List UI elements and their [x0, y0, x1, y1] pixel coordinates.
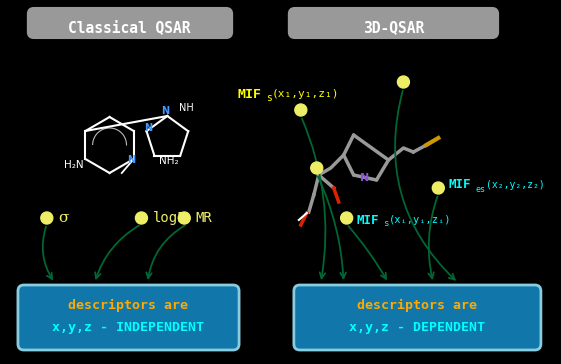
Text: σ: σ	[58, 211, 68, 225]
Text: logP: logP	[153, 211, 186, 225]
Text: NH: NH	[180, 103, 194, 113]
FancyBboxPatch shape	[28, 8, 232, 38]
FancyBboxPatch shape	[18, 285, 239, 350]
Circle shape	[311, 162, 323, 174]
Text: (xᵢ,yᵢ,zᵢ): (xᵢ,yᵢ,zᵢ)	[388, 215, 451, 225]
Text: descriptors are: descriptors are	[357, 298, 477, 312]
Text: es: es	[475, 186, 485, 194]
Text: Classical QSAR: Classical QSAR	[68, 20, 191, 36]
Text: s: s	[266, 93, 272, 103]
Circle shape	[178, 212, 190, 224]
Circle shape	[295, 104, 307, 116]
Text: N: N	[360, 173, 369, 183]
Text: N: N	[162, 106, 169, 116]
Text: x,y,z - DEPENDENT: x,y,z - DEPENDENT	[350, 321, 485, 335]
Circle shape	[397, 76, 410, 88]
Circle shape	[135, 212, 148, 224]
Text: (x₁,y₁,z₁): (x₁,y₁,z₁)	[272, 89, 339, 99]
Text: descriptors are: descriptors are	[68, 298, 188, 312]
Circle shape	[41, 212, 53, 224]
Circle shape	[341, 212, 353, 224]
Text: H₂N: H₂N	[64, 160, 84, 170]
Text: MIF: MIF	[357, 214, 379, 226]
Text: NH₂: NH₂	[159, 156, 179, 166]
Text: s: s	[384, 219, 389, 229]
Text: 3D-QSAR: 3D-QSAR	[363, 20, 424, 36]
FancyBboxPatch shape	[289, 8, 498, 38]
Text: N: N	[144, 123, 153, 133]
Text: N: N	[127, 155, 135, 165]
Text: (x₂,y₂,z₂): (x₂,y₂,z₂)	[486, 180, 545, 190]
Text: MIF: MIF	[448, 178, 471, 191]
Text: x,y,z - INDEPENDENT: x,y,z - INDEPENDENT	[53, 321, 205, 335]
FancyBboxPatch shape	[294, 285, 541, 350]
Text: MIF: MIF	[237, 87, 261, 100]
Text: MR: MR	[195, 211, 212, 225]
Circle shape	[433, 182, 444, 194]
